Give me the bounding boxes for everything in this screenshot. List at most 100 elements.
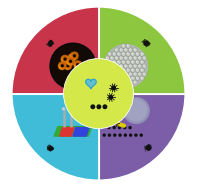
Circle shape (126, 100, 145, 119)
Text: b: b (144, 142, 151, 149)
Text: l: l (144, 144, 149, 149)
Circle shape (141, 77, 142, 78)
Circle shape (122, 53, 124, 54)
Circle shape (131, 52, 135, 56)
Circle shape (119, 56, 124, 60)
Circle shape (108, 60, 112, 64)
Text: c: c (144, 38, 151, 45)
Circle shape (120, 65, 122, 66)
Circle shape (131, 68, 135, 72)
Circle shape (105, 72, 110, 76)
Circle shape (130, 104, 140, 114)
Circle shape (132, 106, 137, 111)
Circle shape (108, 133, 111, 137)
Text: e: e (143, 37, 150, 44)
Circle shape (129, 65, 131, 66)
Circle shape (135, 76, 140, 80)
Circle shape (115, 57, 117, 58)
Circle shape (127, 61, 128, 62)
Circle shape (124, 65, 126, 66)
Circle shape (107, 126, 111, 129)
Circle shape (128, 80, 133, 84)
Text: g: g (143, 37, 150, 44)
Text: o: o (145, 141, 152, 148)
Circle shape (134, 108, 135, 109)
Circle shape (121, 44, 126, 48)
Circle shape (141, 53, 142, 54)
Text: i: i (47, 143, 53, 149)
Circle shape (128, 126, 132, 129)
Circle shape (102, 104, 107, 109)
Text: t: t (47, 143, 53, 149)
Circle shape (108, 53, 110, 54)
Circle shape (128, 64, 133, 68)
Circle shape (123, 97, 150, 124)
Circle shape (113, 53, 114, 54)
Circle shape (128, 56, 133, 60)
Circle shape (105, 56, 110, 60)
Circle shape (115, 73, 117, 74)
Circle shape (114, 72, 119, 76)
Circle shape (127, 85, 128, 87)
Circle shape (121, 52, 126, 56)
Circle shape (131, 61, 133, 62)
Circle shape (126, 44, 130, 48)
Circle shape (134, 73, 135, 74)
Text: t: t (145, 39, 151, 46)
Text: o: o (47, 37, 54, 45)
Text: m: m (142, 36, 151, 45)
Circle shape (115, 81, 117, 82)
Text: i: i (144, 144, 149, 149)
Circle shape (140, 76, 144, 80)
Circle shape (142, 64, 147, 68)
Text: o: o (144, 142, 151, 149)
Circle shape (133, 72, 137, 76)
Circle shape (131, 69, 133, 70)
Polygon shape (54, 127, 92, 136)
Text: L: L (49, 144, 55, 151)
Circle shape (114, 64, 119, 68)
Circle shape (108, 69, 110, 70)
Text: r: r (49, 144, 55, 151)
Circle shape (140, 60, 144, 64)
Circle shape (114, 48, 119, 52)
Circle shape (138, 65, 140, 66)
Circle shape (142, 72, 147, 76)
Circle shape (127, 101, 144, 118)
Circle shape (124, 73, 126, 74)
Circle shape (124, 98, 149, 123)
Text: r: r (46, 39, 52, 45)
Circle shape (120, 73, 122, 74)
Text: c: c (47, 143, 54, 149)
Circle shape (128, 103, 142, 116)
Circle shape (121, 60, 126, 64)
Circle shape (133, 107, 136, 110)
Text: c: c (48, 143, 55, 150)
Text: r: r (145, 142, 151, 148)
Text: e: e (48, 144, 55, 151)
Text: e: e (144, 39, 151, 46)
Circle shape (117, 53, 119, 54)
Circle shape (104, 44, 148, 88)
Circle shape (106, 65, 108, 66)
Circle shape (133, 56, 137, 60)
Text: t: t (143, 144, 149, 150)
Circle shape (111, 73, 112, 74)
Circle shape (136, 53, 138, 54)
Circle shape (133, 108, 135, 109)
Circle shape (114, 56, 119, 60)
Circle shape (132, 106, 137, 112)
Circle shape (96, 104, 101, 109)
Text: h: h (145, 39, 152, 46)
Circle shape (114, 80, 119, 84)
Circle shape (135, 52, 140, 56)
Text: i: i (143, 144, 149, 149)
Circle shape (108, 76, 112, 80)
Circle shape (127, 77, 128, 78)
Circle shape (129, 49, 131, 50)
Circle shape (122, 61, 124, 62)
Circle shape (112, 52, 116, 56)
Circle shape (102, 133, 106, 137)
Text: i: i (46, 40, 52, 45)
Circle shape (136, 77, 138, 78)
